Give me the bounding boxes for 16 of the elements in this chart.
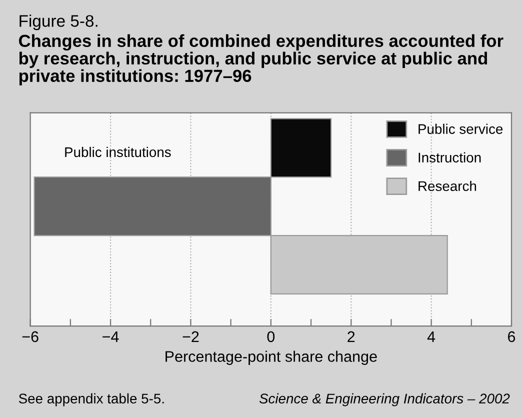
text: See appendix table 5-5.: [18, 393, 164, 406]
legend-label: Instruction: [418, 152, 481, 163]
x-tick-label: −6: [22, 331, 38, 342]
x-tick-label: 6: [508, 331, 516, 342]
legend-label: Research: [418, 180, 476, 192]
annotation: Public institutions: [65, 146, 171, 158]
legend-label: Public service: [418, 124, 503, 134]
chart-title: Changes in share of combined expenditures accounted for by research, instruction, and public service at public and private institutions: 1977–96: [19, 34, 504, 86]
x-tick-label: −4: [102, 331, 119, 342]
x-tick-label: 0: [267, 331, 275, 342]
chart-subtitle: Figure 5-8.: [20, 14, 98, 30]
x-tick-label: 2: [348, 331, 355, 342]
text: Science & Engineering Indicators – 2002: [259, 393, 510, 406]
x-tick-label: −2: [182, 331, 199, 342]
x-axis-title: Percentage-point share change: [166, 350, 377, 365]
x-tick-label: 4: [427, 331, 436, 342]
